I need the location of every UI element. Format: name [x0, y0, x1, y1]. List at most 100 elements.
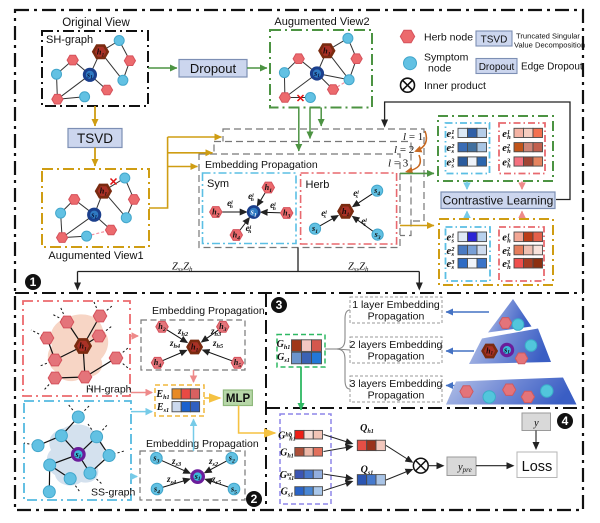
svg-text:h2: h2	[158, 322, 166, 333]
svg-text:2 layers Embedding: 2 layers Embedding	[350, 339, 443, 351]
svg-text:TSVD: TSVD	[77, 131, 113, 146]
svg-text:s3: s3	[374, 230, 381, 241]
svg-text:e1s: e1 s	[447, 129, 455, 141]
svg-text:ypre: ypre	[457, 462, 472, 474]
svg-text:e3s: e3 s	[447, 158, 456, 170]
svg-text:HH-graph: HH-graph	[86, 384, 132, 396]
svg-text:Gh1: Gh1	[277, 339, 291, 351]
svg-text:e1s: e1 s	[447, 233, 455, 245]
svg-text:zs5: zs5	[211, 474, 221, 486]
svg-text:h1: h1	[100, 186, 108, 198]
svg-text:Propagation: Propagation	[368, 351, 425, 363]
svg-text:TSVD: TSVD	[481, 35, 508, 46]
svg-text:s4: s4	[373, 186, 380, 197]
svg-text:s2: s2	[228, 454, 235, 465]
svg-text:Zs,Zh: Zs,Zh	[172, 262, 193, 274]
svg-text:Contrastive Learning: Contrastive Learning	[443, 194, 554, 208]
svg-text:Herb node: Herb node	[424, 32, 473, 44]
svg-text:Eh1: Eh1	[155, 389, 169, 401]
svg-text:e1h: e1 h	[502, 233, 511, 245]
svg-text:1: 1	[30, 275, 37, 289]
svg-text:s1: s1	[74, 450, 81, 460]
svg-text:Dropout: Dropout	[190, 61, 237, 76]
svg-text:Inner product: Inner product	[424, 80, 486, 92]
svg-text:Truncated Singular: Truncated Singular	[516, 32, 580, 41]
svg-text:Zs,Zh: Zs,Zh	[348, 262, 369, 274]
svg-text:e2s: e2 s	[447, 246, 456, 258]
svg-text:Propagation: Propagation	[368, 390, 425, 402]
svg-text:h1: h1	[97, 46, 105, 58]
svg-text:e2s: e2 s	[447, 143, 456, 155]
svg-text:y: y	[533, 418, 539, 429]
svg-text:h1: h1	[342, 206, 350, 218]
svg-text:els: el s	[321, 208, 327, 220]
svg-text:h1: h1	[323, 45, 331, 57]
svg-text:Embedding Propagation: Embedding Propagation	[146, 438, 259, 450]
svg-text:Qh1: Qh1	[360, 423, 374, 435]
svg-text:s3: s3	[152, 454, 159, 465]
svg-text:e3s: e3 s	[447, 259, 456, 271]
svg-text:h5: h5	[234, 358, 242, 369]
svg-text:e3h: e3 h	[502, 158, 511, 170]
svg-text:Edge Dropout: Edge Dropout	[521, 62, 583, 73]
svg-text:elh: el h	[246, 223, 252, 235]
svg-text:h1: h1	[486, 347, 493, 357]
svg-text:1 layer Embedding: 1 layer Embedding	[352, 299, 440, 311]
svg-text:SH-graph: SH-graph	[46, 34, 93, 46]
svg-text:h3: h3	[219, 322, 227, 333]
svg-text:SS-graph: SS-graph	[91, 487, 136, 499]
svg-text:s1: s1	[86, 70, 93, 80]
svg-text:e2h: e2 h	[502, 143, 511, 155]
svg-text:l = 1: l = 1	[403, 131, 423, 143]
svg-text:els: el s	[361, 216, 367, 228]
svg-text:Gh1: Gh1	[280, 448, 294, 460]
svg-text:3 layers Embedding: 3 layers Embedding	[350, 378, 443, 390]
svg-text:Loss: Loss	[522, 459, 553, 475]
svg-text:Dropout: Dropout	[479, 62, 515, 73]
svg-text:Propagation: Propagation	[368, 311, 425, 323]
svg-text:3: 3	[276, 298, 283, 312]
svg-text:zh2: zh2	[177, 326, 188, 338]
svg-text:h4: h4	[154, 358, 162, 369]
svg-text:Value Decomposition: Value Decomposition	[514, 41, 585, 50]
svg-text:h1: h1	[79, 341, 87, 353]
svg-text:els: el s	[353, 188, 359, 200]
svg-text:Gs1: Gs1	[281, 487, 294, 499]
svg-text:l = 2: l = 2	[394, 144, 414, 156]
svg-text:Sym: Sym	[207, 178, 229, 190]
svg-text:s1: s1	[311, 224, 318, 235]
svg-text:zh4: zh4	[169, 338, 180, 350]
svg-text:zs4: zs4	[166, 474, 176, 486]
svg-text:Gs1: Gs1	[277, 352, 290, 364]
svg-text:Augumented View1: Augumented View1	[48, 250, 143, 262]
svg-text:✕: ✕	[296, 93, 305, 105]
svg-text:Herb: Herb	[306, 179, 330, 191]
svg-text:h2: h2	[212, 207, 220, 218]
svg-text:s5: s5	[230, 484, 237, 495]
svg-text:h4: h4	[233, 230, 241, 241]
svg-text:e3h: e3 h	[502, 259, 511, 271]
svg-text:Embedding Propagation: Embedding Propagation	[205, 159, 318, 171]
svg-text:h1: h1	[265, 183, 273, 194]
svg-text:4: 4	[562, 414, 569, 428]
svg-text:Es1: Es1	[156, 402, 169, 414]
svg-text:elh: el h	[248, 191, 254, 203]
svg-text:MLP: MLP	[226, 393, 251, 405]
svg-text:Embedding Propagation: Embedding Propagation	[152, 305, 265, 317]
svg-text:Symptom: Symptom	[424, 52, 469, 64]
svg-text:h1: h1	[191, 342, 199, 354]
svg-text:zs2: zs2	[208, 456, 218, 468]
svg-text:✕: ✕	[109, 177, 118, 189]
svg-text:s1: s1	[503, 346, 510, 356]
svg-text:s4: s4	[153, 484, 160, 495]
svg-text:h3: h3	[283, 208, 291, 219]
svg-text:l = 3: l = 3	[388, 158, 409, 170]
svg-text:s1: s1	[194, 472, 201, 482]
svg-text:s1: s1	[313, 69, 320, 79]
svg-text:elh: el h	[227, 198, 233, 210]
svg-text:Qs1: Qs1	[361, 465, 374, 477]
svg-text:s1: s1	[250, 207, 257, 218]
svg-text:zh3: zh3	[210, 326, 221, 338]
